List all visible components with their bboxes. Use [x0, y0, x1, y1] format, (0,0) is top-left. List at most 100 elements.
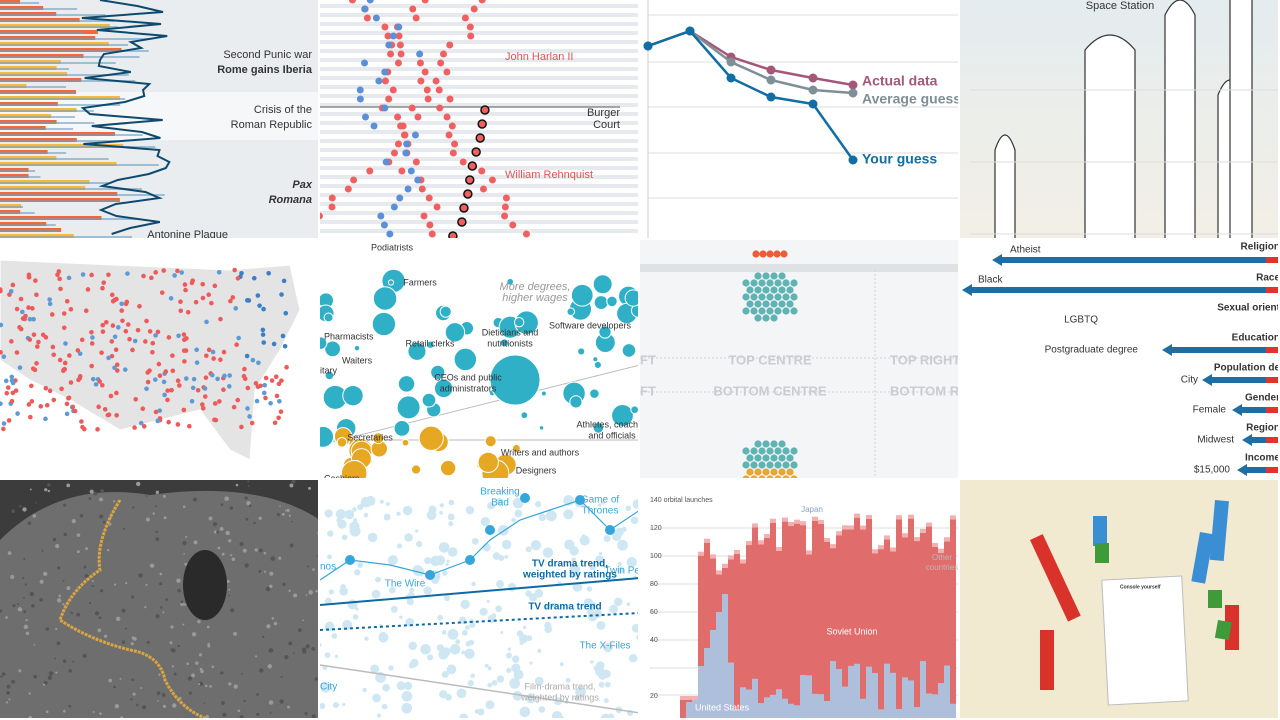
bar — [782, 521, 788, 718]
dot — [209, 372, 215, 378]
speck — [244, 563, 249, 568]
bar — [896, 515, 902, 520]
speck — [254, 548, 258, 552]
bar — [0, 206, 24, 208]
dot — [90, 376, 96, 382]
bar — [806, 554, 812, 718]
speck — [239, 542, 244, 547]
dot — [774, 461, 782, 469]
label: Pax — [292, 179, 312, 191]
dot — [276, 381, 282, 387]
bar — [842, 529, 848, 718]
dot — [114, 390, 119, 396]
dot — [247, 414, 252, 419]
dot — [268, 400, 273, 406]
label: Religion — [1241, 242, 1280, 253]
dot — [159, 290, 165, 295]
dot — [762, 440, 770, 448]
bar — [698, 666, 704, 718]
dot — [66, 395, 71, 401]
speck — [198, 683, 201, 686]
label: More degrees, — [500, 281, 571, 293]
bar — [950, 703, 956, 718]
dot — [808, 73, 818, 83]
bubble — [373, 590, 379, 596]
bubble — [467, 679, 474, 687]
dot — [239, 270, 244, 276]
dot — [397, 50, 405, 58]
dot — [155, 329, 161, 335]
label: City — [1181, 375, 1198, 386]
mark — [1266, 437, 1278, 443]
bubble — [381, 703, 388, 710]
arrow-head — [1202, 374, 1212, 386]
bubble — [519, 706, 531, 718]
dot — [166, 335, 172, 340]
dot — [758, 307, 766, 315]
tile: Actual data Average guess Your guess — [640, 0, 958, 238]
bubble — [598, 671, 607, 680]
speck — [99, 712, 102, 715]
dot — [245, 406, 250, 411]
dot — [50, 344, 56, 350]
dot — [68, 380, 74, 385]
speck — [206, 625, 210, 629]
bubble — [496, 580, 504, 588]
bubble — [335, 508, 347, 520]
dot — [137, 303, 142, 309]
bubble — [489, 354, 541, 406]
bubble — [571, 557, 576, 563]
bubble — [485, 700, 495, 710]
arrow-head — [1162, 344, 1172, 356]
speck — [25, 618, 28, 622]
bubble — [624, 289, 638, 307]
dot — [385, 41, 393, 49]
dot — [0, 350, 3, 355]
bar — [0, 8, 78, 10]
dot — [10, 390, 16, 396]
speck — [288, 514, 291, 517]
bubble — [505, 652, 512, 659]
dot — [0, 401, 3, 407]
bar — [854, 517, 860, 718]
bar — [0, 128, 74, 130]
speck — [259, 668, 264, 673]
speck — [198, 653, 203, 657]
dot — [742, 279, 750, 287]
speck — [305, 644, 310, 649]
speck — [102, 520, 106, 524]
dot — [34, 292, 39, 298]
bubble — [544, 625, 553, 634]
label: 20 — [650, 693, 658, 700]
label: BOTTOM CENTRE — [713, 383, 826, 398]
bubble — [471, 537, 479, 545]
bubble — [538, 513, 547, 522]
dot — [782, 307, 790, 315]
dot — [251, 275, 257, 281]
mark — [1266, 377, 1278, 383]
dot — [242, 366, 247, 372]
bar — [926, 526, 932, 718]
dot — [451, 140, 459, 148]
label: Education — [1232, 333, 1280, 344]
stripe — [320, 202, 638, 206]
bubble — [372, 286, 398, 311]
bar — [842, 525, 848, 530]
speck — [18, 669, 22, 673]
bubble — [328, 589, 334, 595]
line — [320, 499, 638, 581]
bar — [776, 546, 782, 551]
dot — [43, 416, 48, 422]
dot — [99, 350, 104, 356]
bubble — [447, 547, 458, 557]
bar — [884, 663, 890, 718]
speck — [76, 612, 81, 617]
dot — [67, 353, 72, 358]
dot — [766, 475, 774, 478]
dot — [222, 373, 227, 379]
bar — [740, 687, 746, 718]
dot — [1, 421, 7, 426]
dot — [685, 26, 695, 36]
label: Cashiers — [324, 473, 360, 483]
dot — [261, 390, 267, 396]
